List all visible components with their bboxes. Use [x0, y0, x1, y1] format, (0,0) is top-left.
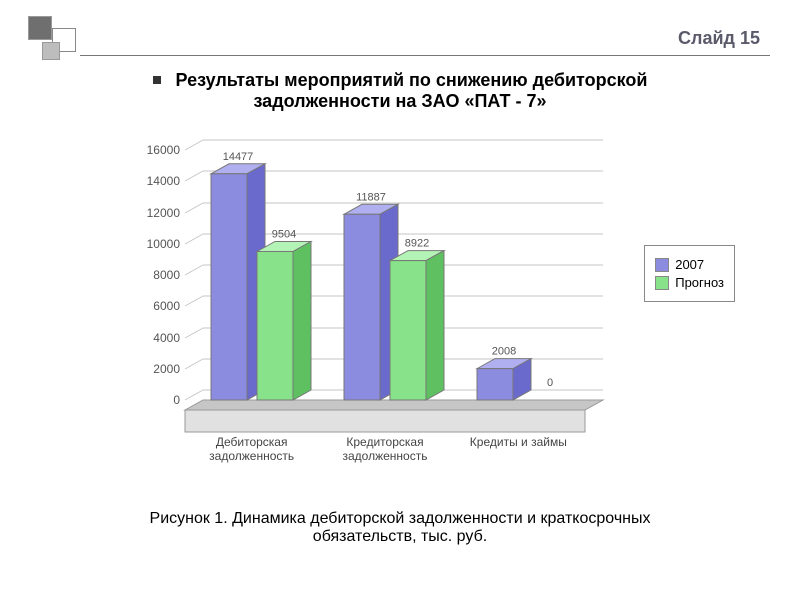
bar-chart: 0 2000 4000 6000 8000 10000 12000 14000 16000 144… [130, 140, 690, 470]
bar: 0 [523, 150, 579, 407]
legend-item: Прогноз [655, 275, 724, 290]
legend-label: 2007 [675, 257, 704, 272]
y-tick-label: 16000 [130, 143, 180, 157]
caption-line: обязательств, тыс. руб. [100, 528, 700, 546]
header-rule [80, 55, 770, 56]
bar: 8922 [390, 150, 446, 407]
decor-square-icon [28, 16, 52, 40]
y-tick-label: 4000 [130, 331, 180, 345]
slide: Слайд 15 Результаты мероприятий по сниже… [0, 0, 800, 600]
title-line: задолженности на ЗАО «ПАТ - 7» [110, 91, 690, 112]
legend-label: Прогноз [675, 275, 724, 290]
svg-text:11887: 11887 [356, 191, 386, 203]
svg-text:0: 0 [546, 377, 552, 389]
y-tick-label: 0 [130, 393, 180, 407]
bar: 9504 [257, 150, 313, 407]
svg-text:14477: 14477 [222, 151, 253, 163]
y-tick-label: 6000 [130, 299, 180, 313]
svg-text:8922: 8922 [404, 238, 428, 250]
x-label: Дебиторская задолженность [185, 435, 318, 463]
figure-caption: Рисунок 1. Динамика дебиторской задолжен… [100, 510, 700, 546]
y-tick-label: 12000 [130, 206, 180, 220]
y-tick-label: 8000 [130, 268, 180, 282]
caption-line: Рисунок 1. Динамика дебиторской задолжен… [100, 510, 700, 528]
slide-number: Слайд 15 [678, 28, 760, 49]
legend: 2007 Прогноз [644, 245, 735, 302]
legend-swatch-icon [655, 258, 669, 272]
y-tick-label: 14000 [130, 174, 180, 188]
x-axis-labels: Дебиторская задолженность Кредиторская з… [185, 435, 585, 463]
legend-item: 2007 [655, 257, 724, 272]
legend-swatch-icon [655, 276, 669, 290]
bullet-icon [153, 76, 161, 84]
svg-text:9504: 9504 [271, 229, 295, 241]
svg-text:2008: 2008 [491, 346, 515, 358]
x-label: Кредиты и займы [452, 435, 585, 463]
title-line: Результаты мероприятий по снижению дебит… [176, 70, 648, 90]
y-tick-label: 10000 [130, 237, 180, 251]
y-tick-label: 2000 [130, 362, 180, 376]
decor-square-icon [42, 42, 60, 60]
slide-title: Результаты мероприятий по снижению дебит… [110, 70, 690, 112]
x-label: Кредиторская задолженность [318, 435, 451, 463]
plot-area: 0200040006000800010000120001400016000144… [185, 150, 585, 400]
